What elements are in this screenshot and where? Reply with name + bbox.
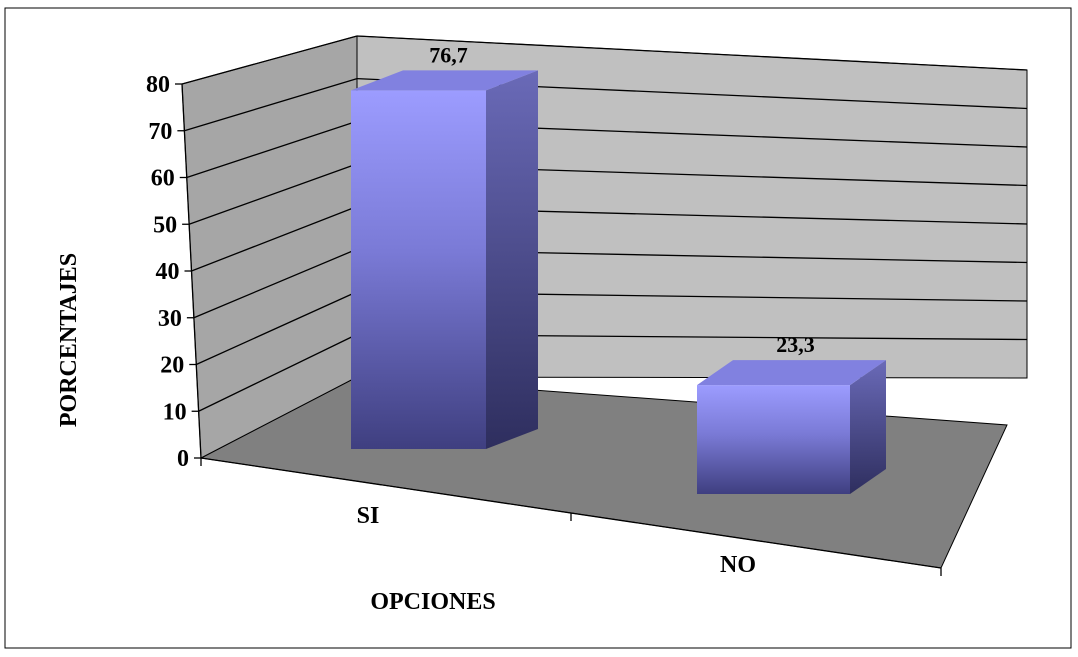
y-tick-label: 40: [156, 259, 180, 285]
bar-top-si: [351, 70, 538, 91]
y-tick-label: 60: [151, 166, 175, 192]
data-label-no: 23,3: [776, 332, 815, 357]
bar-si: [351, 90, 486, 450]
y-tick-label: 70: [148, 119, 172, 145]
y-tick-label: 10: [163, 399, 187, 425]
gridline-side: [186, 120, 358, 179]
gridline-side: [193, 248, 358, 319]
gridline-side: [188, 163, 358, 225]
gridline-side: [191, 205, 358, 272]
y-tick-label: 30: [158, 306, 182, 332]
bar-side-si: [486, 70, 538, 450]
gridline-side: [181, 35, 358, 85]
gridline-back: [356, 35, 1028, 71]
bar-side-no: [850, 360, 886, 494]
gridline-side: [198, 333, 358, 412]
bar-top-no: [697, 360, 886, 386]
gridline-side: [184, 78, 358, 132]
x-axis-title: OPCIONES: [370, 589, 495, 615]
gridline-side: [195, 291, 358, 366]
y-axis-line: [181, 83, 202, 459]
data-label-si: 76,7: [429, 42, 468, 67]
y-tick-label: 80: [146, 72, 170, 98]
y-tick-label: 20: [160, 353, 184, 379]
x-category-label-no: NO: [720, 552, 756, 578]
y-tick-label: 0: [177, 446, 189, 472]
x-category-label-si: SI: [357, 503, 380, 529]
bar-no: [697, 385, 850, 494]
y-tick-label: 50: [153, 212, 177, 238]
y-axis-title: PORCENTAJES: [56, 253, 82, 427]
